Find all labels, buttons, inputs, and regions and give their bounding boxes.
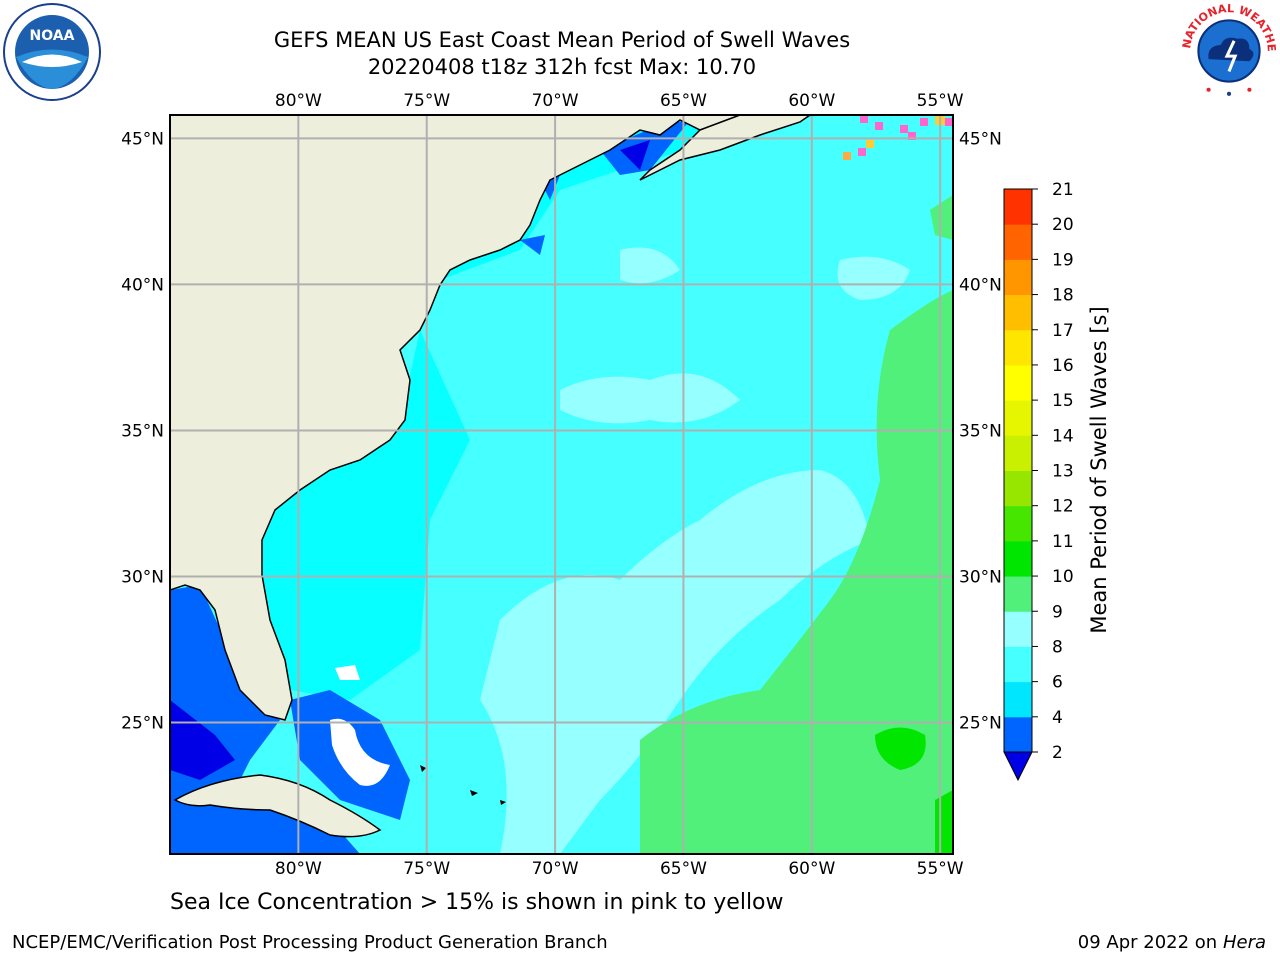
colorbar-swatch [1004,716,1032,753]
lon-label-bottom: 60°W [788,859,835,879]
colorbar-label: Mean Period of Swell Waves [s] [1087,306,1111,633]
colorbar-swatch [1004,400,1032,436]
footer-branch: NCEP/EMC/Verification Post Processing Pr… [12,932,608,953]
land-north-america [170,115,741,721]
lon-label-bottom: 55°W [917,859,964,879]
colorbar-tick-label: 21 [1052,180,1074,200]
noaa-logo: NOAA [3,3,101,101]
lon-label-top: 60°W [788,91,835,111]
colorbar-swatch [1004,189,1032,225]
colorbar-tick-label: 11 [1052,532,1074,552]
colorbar-tick-label: 9 [1052,602,1063,622]
colorbar-under-triangle [1003,751,1033,782]
colorbar-swatch [1004,611,1032,647]
lat-label-left: 25°N [121,714,164,734]
ocean-field-6s [248,115,821,700]
colorbar-tick-label: 6 [1052,673,1063,693]
colorbar-tick-label: 19 [1052,250,1074,270]
colorbar-tick-label: 15 [1052,391,1074,411]
colorbar-tick-label: 16 [1052,356,1074,376]
colorbar-swatch [1004,681,1032,718]
lat-label-left: 35°N [121,421,164,441]
colorbar-swatch [1004,364,1032,401]
lon-label-top: 75°W [403,91,450,111]
colorbar-swatch [1004,646,1032,683]
land-cuba [173,774,382,838]
ocean-field-9s [480,470,870,854]
map-panel [170,115,953,854]
lat-label-left: 30°N [121,568,164,588]
colorbar-swatch [1004,224,1032,260]
colorbar-tick-label: 20 [1052,215,1074,235]
colorbar-swatch [1004,505,1032,542]
colorbar-tick-label: 2 [1052,743,1063,763]
colorbar-tick-label: 10 [1052,567,1074,587]
ocean-field-10s [640,290,953,854]
map-frame [169,114,954,855]
lon-label-top: 80°W [275,91,322,111]
lon-label-bottom: 80°W [275,859,322,879]
colorbar-swatch [1004,470,1032,507]
colorbar-tick-label: 13 [1052,462,1074,482]
colorbar-tick-label: 14 [1052,426,1074,446]
colorbar-tick-label: 17 [1052,321,1074,341]
colorbar-swatch [1004,259,1032,296]
nws-logo: NATIONAL WEATHER SERVICE [1178,0,1278,100]
lon-label-bottom: 65°W [660,859,707,879]
colorbar: 2 4 6 8 9 10 11 12 13 14 15 16 17 18 19 20 21 [1003,180,1074,782]
colorbar-swatch [1004,329,1032,366]
map-gridlines [170,115,953,854]
lon-label-top: 55°W [917,91,964,111]
lat-label-left: 40°N [121,275,164,295]
lat-label-right: 25°N [959,714,1002,734]
lon-label-bottom: 70°W [532,859,579,879]
footer-date: 09 Apr 2022 on Hera [1078,932,1266,953]
colorbar-swatch [1004,576,1032,612]
ocean-field-4s [170,585,280,854]
bahamas-no-data [330,718,390,786]
chart-title: GEFS MEAN US East Coast Mean Period of S… [273,28,851,52]
lat-label-right: 45°N [959,129,1002,149]
sea-ice-note: Sea Ice Concentration > 15% is shown in … [170,890,784,915]
colorbar-swatch [1004,435,1032,471]
lat-label-left: 45°N [121,129,164,149]
noaa-logo-text: NOAA [30,28,75,44]
colorbar-swatch [1004,540,1032,577]
lon-label-bottom: 75°W [403,859,450,879]
colorbar-swatch [1004,294,1032,331]
lat-label-right: 30°N [959,568,1002,588]
chart-subtitle-run: 20220408 t18z 312h fcst Max: 10.70 [367,55,757,79]
footer-date-text: 09 Apr 2022 on [1077,932,1223,953]
map-axis-labels: 80°W 80°W 75°W 75°W 70°W 70°W 65°W 65°W 60°W 60°W… [121,91,1002,879]
colorbar-tick-label: 12 [1052,497,1074,517]
colorbar-tick-label: 18 [1052,286,1074,306]
lat-label-right: 35°N [959,421,1002,441]
footer-machine: Hera [1222,932,1266,953]
lon-label-top: 70°W [532,91,579,111]
lon-label-top: 65°W [660,91,707,111]
colorbar-tick-label: 4 [1052,708,1063,728]
colorbar-tick-label: 8 [1052,637,1063,657]
lat-label-right: 40°N [959,275,1002,295]
